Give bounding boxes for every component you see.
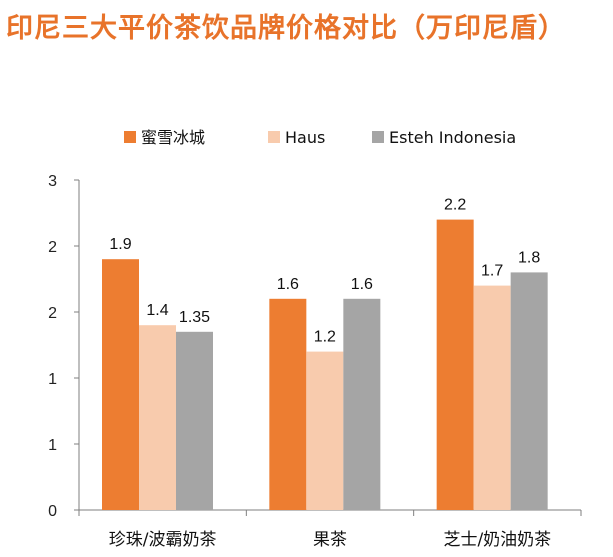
bar-3-1: [176, 331, 213, 510]
bars: [102, 219, 548, 510]
data-label-3-3: 1.8: [518, 249, 540, 266]
category-label: 芝士/奶油奶茶: [443, 530, 551, 550]
y-tick-label: 0: [48, 503, 57, 520]
bar-2-3: [473, 285, 511, 510]
y-tick-label: 2: [48, 305, 57, 322]
legend-swatch-2: [268, 131, 280, 143]
bar-1-1: [102, 259, 139, 510]
y-tick-label: 1: [48, 437, 57, 454]
data-label-3-1: 1.35: [179, 309, 210, 326]
legend: 蜜雪冰城 Haus Esteh Indonesia: [124, 128, 516, 147]
data-labels: 1.9 1.4 1.35 1.6 1.2 1.6 2.2 1.7 1.8: [109, 197, 540, 346]
legend-label-2: Haus: [285, 128, 325, 147]
chart-title: 印尼三大平价茶饮品牌价格对比（万印尼盾）: [6, 13, 566, 44]
data-label-1-1: 1.9: [109, 236, 131, 253]
y-axis: 0 1 1 2 2 3: [48, 173, 80, 520]
bar-3-3: [510, 272, 548, 510]
data-label-3-2: 1.6: [351, 276, 373, 293]
data-label-1-2: 1.6: [277, 276, 299, 293]
data-label-2-3: 1.7: [481, 263, 503, 280]
y-tick-label: 2: [48, 239, 57, 256]
bar-1-2: [269, 298, 307, 510]
legend-label-1: 蜜雪冰城: [141, 128, 205, 147]
bar-2-2: [306, 351, 344, 510]
data-label-2-1: 1.4: [146, 302, 168, 319]
legend-swatch-3: [372, 131, 384, 143]
bar-3-2: [343, 298, 381, 510]
y-tick-label: 3: [48, 173, 57, 190]
legend-swatch-1: [124, 131, 136, 143]
legend-label-3: Esteh Indonesia: [389, 128, 516, 147]
category-label: 果茶: [313, 530, 347, 550]
bar-1-3: [436, 219, 474, 510]
data-label-2-2: 1.2: [314, 329, 336, 346]
x-axis: 珍珠/波霸奶茶 果茶 芝士/奶油奶茶: [78, 509, 582, 550]
y-tick-label: 1: [48, 371, 57, 388]
category-label: 珍珠/波霸奶茶: [109, 530, 217, 550]
data-label-1-3: 2.2: [444, 197, 466, 214]
bar-2-1: [139, 325, 176, 510]
